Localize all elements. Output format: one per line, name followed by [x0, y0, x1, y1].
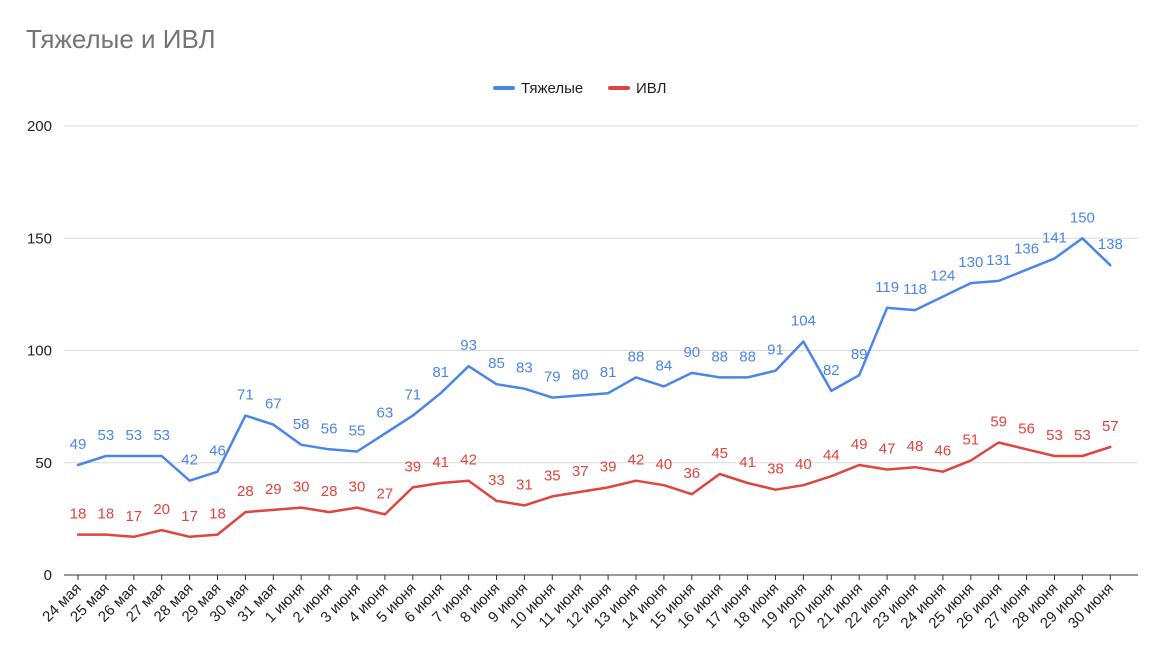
data-label: 49 [851, 436, 868, 453]
data-label: 90 [683, 344, 700, 361]
data-label: 118 [903, 281, 927, 298]
data-label: 59 [990, 414, 1007, 431]
data-label: 71 [237, 387, 254, 404]
data-label: 17 [181, 508, 198, 525]
data-label: 37 [572, 463, 589, 480]
series-line-1 [76, 237, 1112, 482]
data-label: 150 [1070, 209, 1095, 226]
data-label: 57 [1102, 418, 1119, 435]
legend-label-1: Тяжелые [521, 80, 583, 97]
data-label: 17 [125, 508, 142, 525]
data-label: 53 [153, 427, 170, 444]
data-label: 88 [739, 348, 756, 365]
data-label: 82 [823, 362, 840, 379]
data-label: 44 [823, 447, 840, 464]
data-label: 29 [265, 481, 282, 498]
data-label: 35 [544, 467, 561, 484]
data-label: 85 [488, 355, 505, 372]
data-label: 39 [404, 458, 421, 475]
data-label: 42 [460, 452, 477, 469]
series-line-2 [76, 441, 1112, 539]
y-tick-label: 150 [27, 230, 52, 247]
data-label: 28 [321, 483, 338, 500]
y-tick-label: 200 [27, 118, 52, 135]
data-label: 18 [70, 506, 87, 523]
data-label: 48 [907, 438, 924, 455]
data-label: 58 [293, 416, 310, 433]
data-label: 91 [767, 342, 784, 359]
data-label: 33 [488, 472, 505, 489]
y-tick-label: 0 [44, 567, 52, 584]
y-tick-label: 100 [27, 343, 52, 360]
data-label: 51 [962, 432, 979, 449]
data-label: 53 [125, 427, 142, 444]
data-label: 71 [404, 387, 421, 404]
data-label: 31 [516, 476, 533, 493]
data-label: 18 [209, 506, 226, 523]
data-label: 40 [795, 456, 812, 473]
data-label: 55 [349, 423, 366, 440]
data-label: 46 [209, 443, 226, 460]
chart-title: Тяжелые и ИВЛ [26, 24, 216, 54]
data-label: 30 [349, 479, 366, 496]
data-label: 63 [377, 405, 394, 422]
data-label: 38 [767, 461, 784, 478]
data-label: 93 [460, 337, 477, 354]
data-label: 124 [930, 268, 955, 285]
data-label: 27 [377, 485, 394, 502]
data-label: 88 [628, 348, 645, 365]
data-label: 84 [656, 357, 673, 374]
data-label: 81 [600, 364, 617, 381]
data-label: 131 [986, 252, 1011, 269]
data-label: 42 [181, 452, 198, 469]
data-label: 53 [98, 427, 115, 444]
legend-label-2: ИВЛ [636, 80, 666, 97]
data-label: 81 [432, 364, 449, 381]
data-label: 40 [656, 456, 673, 473]
data-label: 89 [851, 346, 868, 363]
data-label: 41 [432, 454, 449, 471]
data-label: 130 [958, 254, 983, 271]
data-label: 67 [265, 396, 282, 413]
data-label: 88 [711, 348, 728, 365]
data-label: 49 [70, 436, 87, 453]
data-label: 45 [711, 445, 728, 462]
data-label: 41 [739, 454, 756, 471]
data-label: 36 [683, 465, 700, 482]
data-label: 42 [628, 452, 645, 469]
data-label: 20 [153, 501, 170, 518]
data-label: 28 [237, 483, 254, 500]
data-label: 79 [544, 369, 561, 386]
data-label: 104 [791, 313, 816, 330]
data-label: 136 [1014, 241, 1039, 258]
data-label: 30 [293, 479, 310, 496]
data-label: 141 [1042, 229, 1067, 246]
data-label: 138 [1098, 236, 1123, 253]
data-label: 83 [516, 360, 533, 377]
data-label: 56 [321, 420, 338, 437]
data-label: 18 [98, 506, 115, 523]
data-label: 56 [1018, 420, 1035, 437]
data-label: 80 [572, 366, 589, 383]
data-label: 47 [879, 440, 896, 457]
data-label: 53 [1046, 427, 1063, 444]
data-label: 39 [600, 458, 617, 475]
data-label: 53 [1074, 427, 1091, 444]
data-label: 119 [875, 279, 899, 296]
data-label: 46 [935, 443, 952, 460]
y-tick-label: 50 [35, 455, 52, 472]
